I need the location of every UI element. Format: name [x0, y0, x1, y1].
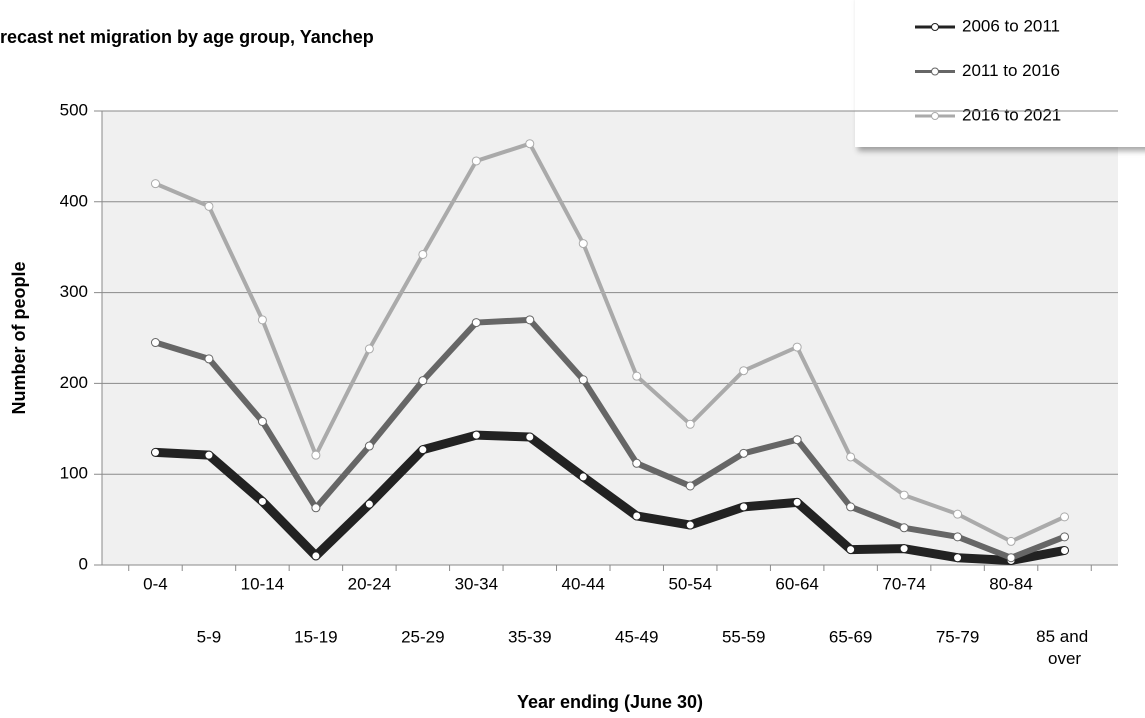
data-point	[257, 417, 267, 427]
data-point	[311, 551, 321, 561]
y-tick-label: 0	[79, 554, 88, 573]
data-point	[364, 344, 374, 354]
legend-marker	[931, 23, 939, 31]
data-point	[685, 481, 695, 491]
x-tick-label: 35-39	[508, 627, 551, 646]
x-tick-label: 55-59	[722, 627, 765, 646]
y-tick-label: 400	[60, 191, 88, 210]
y-tick-label: 500	[60, 100, 88, 119]
chart-title: recast net migration by age group, Yanch…	[0, 27, 374, 47]
data-point	[1006, 536, 1016, 546]
x-tick-label: 60-64	[775, 574, 818, 593]
x-tick-label: 80-84	[989, 574, 1032, 593]
x-tick-label: 30-34	[455, 574, 498, 593]
data-point	[685, 520, 695, 530]
data-point	[204, 201, 214, 211]
series-line	[155, 430, 1066, 565]
data-point	[525, 315, 535, 325]
x-tick-label: 25-29	[401, 627, 444, 646]
data-point	[632, 371, 642, 381]
legend-marker	[931, 112, 939, 120]
x-tick-label: 40-44	[562, 574, 605, 593]
data-point	[792, 435, 802, 445]
data-point	[204, 450, 214, 460]
data-point	[418, 445, 428, 455]
data-point	[1060, 512, 1070, 522]
data-point	[899, 490, 909, 500]
y-tick-label: 100	[60, 464, 88, 483]
data-point	[899, 523, 909, 533]
data-point	[1006, 553, 1016, 563]
y-axis-title: Number of people	[9, 261, 29, 414]
legend: 2006 to 2011 2011 to 2016 2016 to 2021	[855, 0, 1145, 147]
data-point	[846, 502, 856, 512]
data-point	[311, 450, 321, 460]
data-point	[846, 452, 856, 462]
y-tick-label: 300	[60, 282, 88, 301]
data-point	[257, 315, 267, 325]
legend-label: 2006 to 2011	[962, 16, 1060, 35]
data-point	[471, 430, 481, 440]
data-point	[953, 532, 963, 542]
data-point	[685, 419, 695, 429]
x-tick-label: 5-9	[197, 627, 222, 646]
data-point	[257, 496, 267, 506]
data-point	[846, 545, 856, 555]
data-point	[739, 448, 749, 458]
data-point	[471, 318, 481, 328]
data-point	[364, 441, 374, 451]
data-point	[739, 366, 749, 376]
x-tick-label: 45-49	[615, 627, 658, 646]
data-point	[471, 156, 481, 166]
data-point	[632, 511, 642, 521]
data-point	[899, 544, 909, 554]
data-point	[150, 338, 160, 348]
data-point	[150, 179, 160, 189]
data-point	[792, 342, 802, 352]
data-point	[578, 239, 588, 249]
data-point	[578, 375, 588, 385]
y-tick-label: 200	[60, 373, 88, 392]
x-tick-label: 20-24	[348, 574, 391, 593]
data-point	[364, 499, 374, 509]
x-tick-label: 85 and over	[1036, 627, 1093, 668]
data-point	[525, 432, 535, 442]
x-tick-label: 10-14	[241, 574, 284, 593]
series-line	[154, 141, 1066, 544]
data-point	[150, 447, 160, 457]
data-point	[418, 249, 428, 259]
x-tick-label: 75-79	[936, 627, 979, 646]
legend-marker	[931, 67, 939, 76]
data-point	[525, 139, 535, 149]
x-tick-label: 0-4	[143, 574, 168, 593]
data-point	[792, 497, 802, 507]
legend-label: 2011 to 2016	[962, 61, 1060, 80]
data-point	[953, 509, 963, 519]
x-tick-label: 70-74	[882, 574, 925, 593]
series-line	[154, 316, 1066, 561]
legend-label: 2016 to 2021	[962, 105, 1061, 124]
data-point	[418, 376, 428, 386]
data-point	[632, 458, 642, 468]
data-point	[578, 472, 588, 482]
x-axis-title: Year ending (June 30)	[517, 692, 703, 712]
data-point	[204, 354, 214, 364]
x-tick-label: 65-69	[829, 627, 872, 646]
legend-box	[855, 0, 1145, 147]
data-point	[311, 503, 321, 513]
x-tick-label: 50-54	[668, 574, 711, 593]
data-point	[739, 502, 749, 512]
data-point	[1060, 532, 1070, 542]
data-point	[1060, 545, 1070, 555]
x-tick-label: 15-19	[294, 627, 337, 646]
data-point	[953, 553, 963, 563]
